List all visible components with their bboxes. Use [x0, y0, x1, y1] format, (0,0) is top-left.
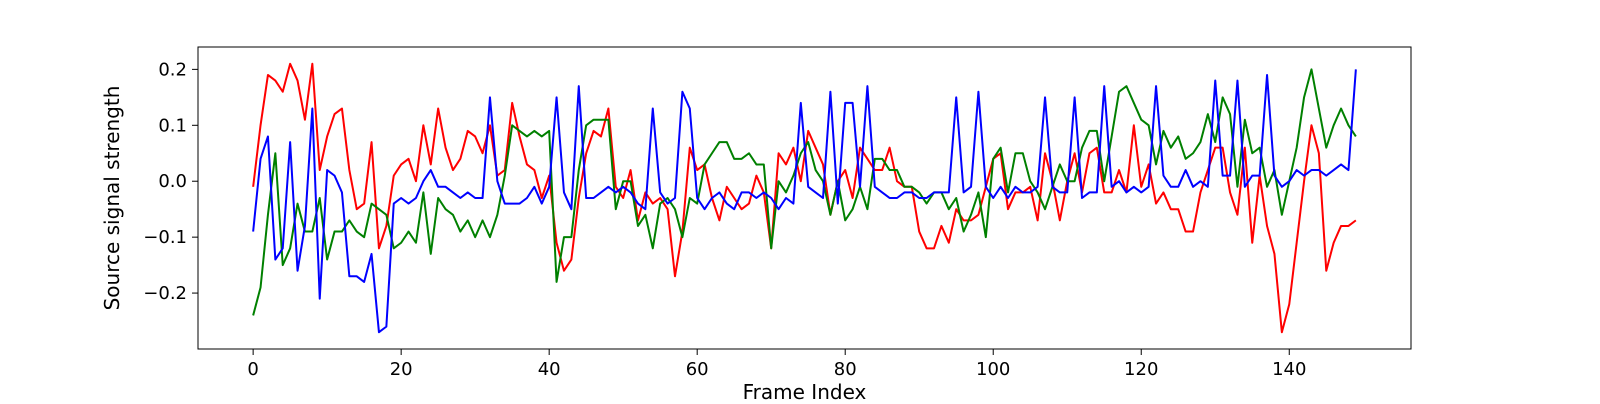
plot-area-frame — [197, 46, 1412, 350]
x-tick-label: 140 — [1272, 359, 1306, 380]
y-axis: −0.2 −0.1 0.0 0.1 0.2 — [143, 59, 198, 304]
x-tick-label: 20 — [390, 359, 413, 380]
series-layer — [252, 62, 1357, 334]
x-tick-label: 0 — [247, 359, 258, 380]
x-tick-label: 100 — [976, 359, 1010, 380]
x-axis: 0 20 40 60 80 100 120 140 — [247, 349, 1306, 380]
x-axis-label: Frame Index — [743, 380, 867, 400]
y-tick-label: −0.1 — [143, 227, 187, 248]
x-tick-label: 40 — [538, 359, 561, 380]
y-tick-label: 0.2 — [158, 59, 187, 80]
x-tick-label: 60 — [686, 359, 709, 380]
y-tick-label: −0.2 — [143, 283, 187, 304]
y-axis-label: Source signal strength — [100, 86, 124, 311]
y-tick-label: 0.0 — [158, 171, 187, 192]
series-line-3 — [252, 69, 1357, 334]
y-tick-label: 0.1 — [158, 115, 187, 136]
x-tick-label: 80 — [834, 359, 857, 380]
x-tick-label: 120 — [1124, 359, 1158, 380]
